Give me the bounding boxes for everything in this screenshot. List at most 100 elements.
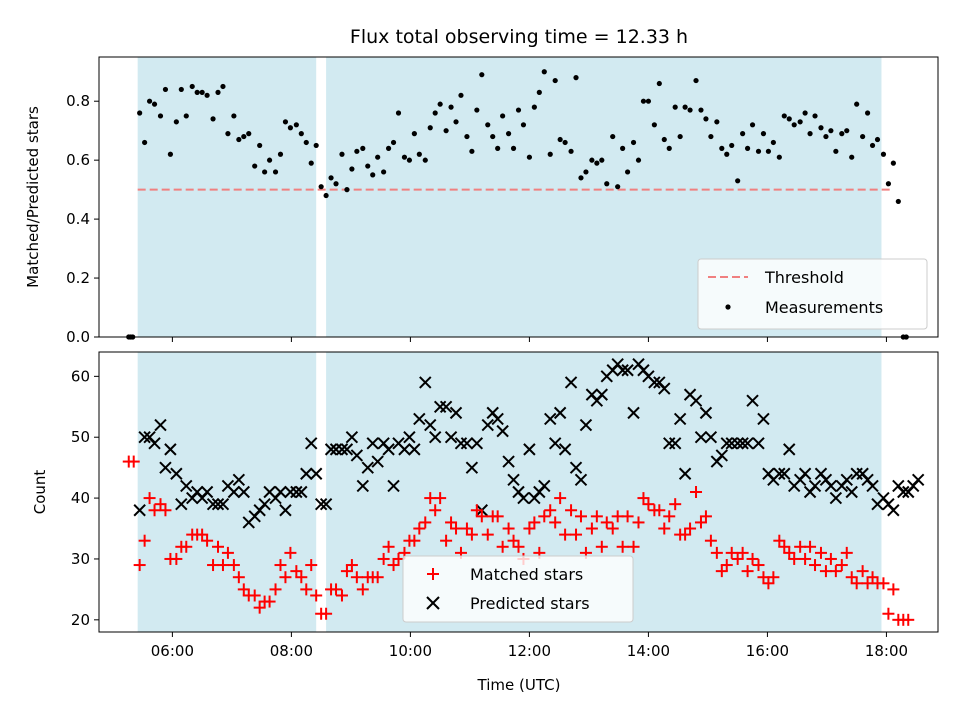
- measurement-point: [615, 184, 621, 190]
- chart-title: Flux total observing time = 12.33 h: [350, 26, 688, 48]
- predicted-star-marker: [773, 467, 786, 480]
- measurement-point: [661, 136, 667, 143]
- measurement-point: [474, 107, 480, 113]
- measurement-point: [828, 128, 834, 134]
- measurement-point: [272, 169, 279, 175]
- matched-star-marker: [382, 540, 395, 553]
- predicted-star-marker: [180, 479, 193, 493]
- measurement-point: [531, 104, 537, 110]
- measurement-point: [427, 125, 433, 131]
- predicted-star-marker: [699, 406, 713, 420]
- measurement-point: [770, 139, 776, 146]
- predicted-star-marker: [305, 437, 318, 450]
- measurement-point: [236, 136, 242, 143]
- matched-star-marker: [554, 492, 567, 505]
- matched-star-marker: [148, 504, 161, 517]
- measurement-point: [339, 151, 345, 157]
- legend-predicted-label: Predicted stars: [470, 594, 590, 613]
- measurement-point: [385, 145, 392, 151]
- measurement-point: [807, 131, 813, 137]
- matched-star-marker: [632, 516, 645, 529]
- matched-star-marker: [699, 510, 712, 523]
- matched-star-marker: [170, 552, 183, 565]
- predicted-star-marker: [319, 497, 333, 511]
- matched-star-marker: [512, 540, 525, 553]
- matched-star-marker: [237, 583, 250, 596]
- matched-star-marker: [216, 559, 229, 572]
- top-x-ticks: [171, 337, 887, 342]
- predicted-star-marker: [258, 497, 271, 511]
- measurement-point: [714, 119, 720, 125]
- matched-star-marker: [387, 559, 400, 572]
- matched-star-marker: [679, 528, 692, 541]
- measurement-point: [142, 139, 148, 146]
- measurement-point: [890, 160, 896, 166]
- matched-star-marker: [788, 552, 801, 565]
- measurement-point: [323, 192, 329, 199]
- bottom-legend-box: [402, 555, 634, 623]
- top-y-tick-label: 0.0: [66, 328, 90, 346]
- predicted-star-marker: [574, 473, 588, 487]
- measurement-point: [849, 154, 855, 160]
- matched-star-marker: [783, 546, 796, 559]
- matched-star-marker: [866, 571, 879, 584]
- bottom-x-tick-label: 16:00: [746, 642, 789, 660]
- measurement-point: [167, 151, 174, 157]
- predicted-star-marker: [460, 437, 474, 450]
- measurement-point: [677, 133, 683, 140]
- measurement-point: [594, 160, 600, 166]
- measurement-point: [515, 107, 522, 113]
- measurement-point: [146, 98, 153, 104]
- matched-star-marker: [345, 559, 358, 572]
- predicted-star-marker: [627, 406, 640, 420]
- predicted-star-marker: [829, 491, 843, 505]
- matched-star-marker: [773, 534, 786, 547]
- matched-star-marker: [445, 516, 458, 529]
- predicted-star-marker: [398, 443, 411, 456]
- measurement-point: [708, 133, 714, 140]
- measurement-point: [432, 110, 438, 116]
- matched-star-marker: [253, 601, 266, 614]
- matched-star-marker: [621, 510, 634, 523]
- matched-star-marker: [295, 571, 308, 584]
- measurement-point: [802, 110, 808, 116]
- matched-star-marker: [736, 546, 749, 559]
- predicted-star-marker: [295, 485, 308, 499]
- measurement-point: [406, 157, 413, 163]
- matched-star-marker: [481, 528, 494, 541]
- matched-star-marker: [263, 595, 276, 608]
- measurement-point: [495, 145, 501, 151]
- predicted-star-marker: [175, 497, 188, 511]
- measurement-point: [365, 163, 371, 169]
- measurement-point: [749, 122, 756, 128]
- measurement-point: [157, 113, 164, 119]
- matched-star-marker: [408, 534, 421, 547]
- measurement-point: [520, 122, 527, 128]
- predicted-star-marker: [689, 394, 703, 407]
- matched-star-marker: [371, 571, 384, 584]
- predicted-star-marker: [866, 479, 879, 493]
- measurement-point: [349, 166, 355, 172]
- measurement-point: [635, 157, 642, 163]
- measurement-point: [573, 75, 579, 81]
- matched-star-marker: [829, 565, 842, 578]
- bottom-y-tick-label: 20: [71, 611, 90, 629]
- matched-star-marker: [470, 504, 483, 517]
- measurement-point: [656, 80, 662, 87]
- predicted-star-marker: [340, 443, 354, 456]
- matched-star-marker: [465, 528, 478, 541]
- bottom-y-tick-label: 40: [71, 489, 90, 507]
- measurement-point: [333, 181, 339, 187]
- predicted-star-marker: [413, 412, 426, 426]
- matched-star-marker: [653, 504, 666, 517]
- matched-star-marker: [762, 577, 775, 590]
- predicted-star-marker: [309, 467, 323, 480]
- matched-star-marker: [274, 559, 287, 572]
- predicted-star-marker: [741, 437, 754, 450]
- predicted-star-marker: [481, 418, 494, 432]
- predicted-star-marker: [798, 467, 812, 480]
- measurement-point: [672, 104, 678, 110]
- matched-star-marker: [196, 528, 209, 541]
- predicted-star-marker: [361, 461, 374, 474]
- matched-star-marker: [290, 565, 303, 578]
